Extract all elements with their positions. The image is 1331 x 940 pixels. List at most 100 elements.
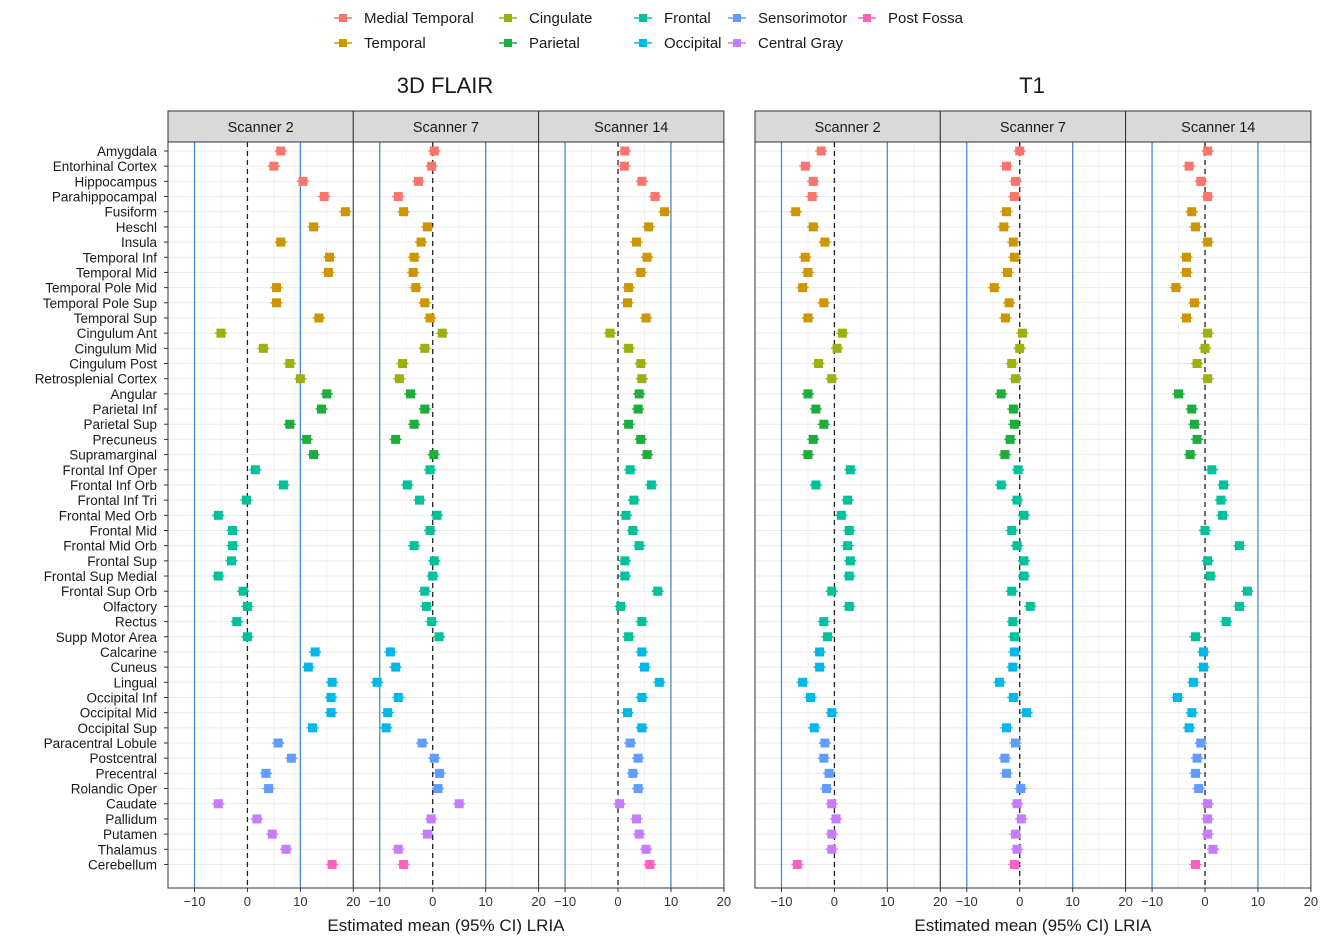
data-point	[1171, 283, 1180, 292]
data-point	[809, 435, 818, 444]
region-label: Lingual	[113, 675, 157, 690]
legend-key-marker	[639, 14, 647, 22]
data-point	[626, 465, 635, 474]
data-point	[803, 313, 812, 322]
data-point	[299, 177, 308, 186]
legend-key-marker	[863, 14, 871, 22]
data-point	[632, 238, 641, 247]
x-tick-label: −10	[956, 894, 978, 909]
data-point	[232, 617, 241, 626]
data-point	[328, 678, 337, 687]
data-point	[1017, 814, 1026, 823]
region-label: Olfactory	[103, 599, 157, 614]
data-point	[239, 587, 248, 596]
region-label: Insula	[121, 235, 158, 250]
data-point	[624, 344, 633, 353]
data-point	[843, 496, 852, 505]
data-point	[615, 799, 624, 808]
data-point	[1011, 739, 1020, 748]
data-point	[1001, 313, 1010, 322]
data-point	[328, 860, 337, 869]
data-point	[427, 162, 436, 171]
data-point	[997, 389, 1006, 398]
data-point	[827, 587, 836, 596]
data-point	[1203, 374, 1212, 383]
data-point	[1002, 207, 1011, 216]
x-tick-label: 0	[244, 894, 251, 909]
data-point	[653, 587, 662, 596]
facet-strip-label: Scanner 2	[815, 120, 881, 136]
data-point	[411, 283, 420, 292]
data-point	[838, 329, 847, 338]
x-tick-label: 20	[346, 894, 360, 909]
region-label: Frontal Sup Orb	[61, 584, 157, 599]
data-point	[243, 632, 252, 641]
data-point	[637, 177, 646, 186]
data-point	[1206, 572, 1215, 581]
data-point	[817, 147, 826, 156]
data-point	[643, 253, 652, 262]
data-point	[1203, 799, 1212, 808]
data-point	[341, 207, 350, 216]
region-label: Cerebellum	[88, 857, 157, 872]
data-point	[1203, 147, 1212, 156]
data-point	[391, 663, 400, 672]
data-point	[214, 799, 223, 808]
data-point	[383, 708, 392, 717]
legend-label: Temporal	[364, 35, 426, 52]
region-label: Pallidum	[105, 812, 157, 827]
data-point	[1016, 784, 1025, 793]
data-point	[394, 845, 403, 854]
data-point	[1199, 647, 1208, 656]
legend-key-marker	[339, 39, 347, 47]
x-tick-label: 0	[1016, 894, 1023, 909]
data-point	[1216, 496, 1225, 505]
data-point	[999, 222, 1008, 231]
data-point	[1193, 754, 1202, 763]
data-point	[322, 389, 331, 398]
data-point	[1019, 556, 1028, 565]
data-point	[309, 450, 318, 459]
region-label: Postcentral	[89, 751, 157, 766]
data-point	[1019, 511, 1028, 520]
data-point	[845, 572, 854, 581]
data-point	[382, 723, 391, 732]
region-label: Parietal Inf	[92, 402, 157, 417]
data-point	[304, 663, 313, 672]
region-label: Entorhinal Cortex	[53, 159, 158, 174]
data-point	[214, 511, 223, 520]
data-point	[309, 222, 318, 231]
data-point	[827, 845, 836, 854]
data-point	[623, 298, 632, 307]
region-label: Caudate	[106, 797, 157, 812]
data-point	[320, 192, 329, 201]
data-point	[324, 268, 333, 277]
data-point	[620, 162, 629, 171]
data-point	[1011, 374, 1020, 383]
data-point	[1199, 663, 1208, 672]
data-point	[632, 814, 641, 823]
region-label: Rectus	[115, 615, 157, 630]
data-point	[417, 238, 426, 247]
data-point	[1019, 572, 1028, 581]
data-point	[1010, 632, 1019, 641]
legend-key-marker	[733, 39, 741, 47]
data-point	[637, 617, 646, 626]
data-point	[423, 830, 432, 839]
data-point	[426, 313, 435, 322]
data-point	[819, 420, 828, 429]
data-point	[1186, 450, 1195, 459]
data-point	[274, 739, 283, 748]
data-point	[420, 405, 429, 414]
data-point	[616, 602, 625, 611]
data-point	[635, 541, 644, 550]
data-point	[403, 480, 412, 489]
data-point	[814, 359, 823, 368]
data-point	[636, 359, 645, 368]
data-point	[216, 329, 225, 338]
data-point	[1182, 313, 1191, 322]
data-point	[430, 556, 439, 565]
data-point	[406, 389, 415, 398]
data-point	[819, 298, 828, 307]
region-label: Frontal Inf Tri	[77, 493, 157, 508]
